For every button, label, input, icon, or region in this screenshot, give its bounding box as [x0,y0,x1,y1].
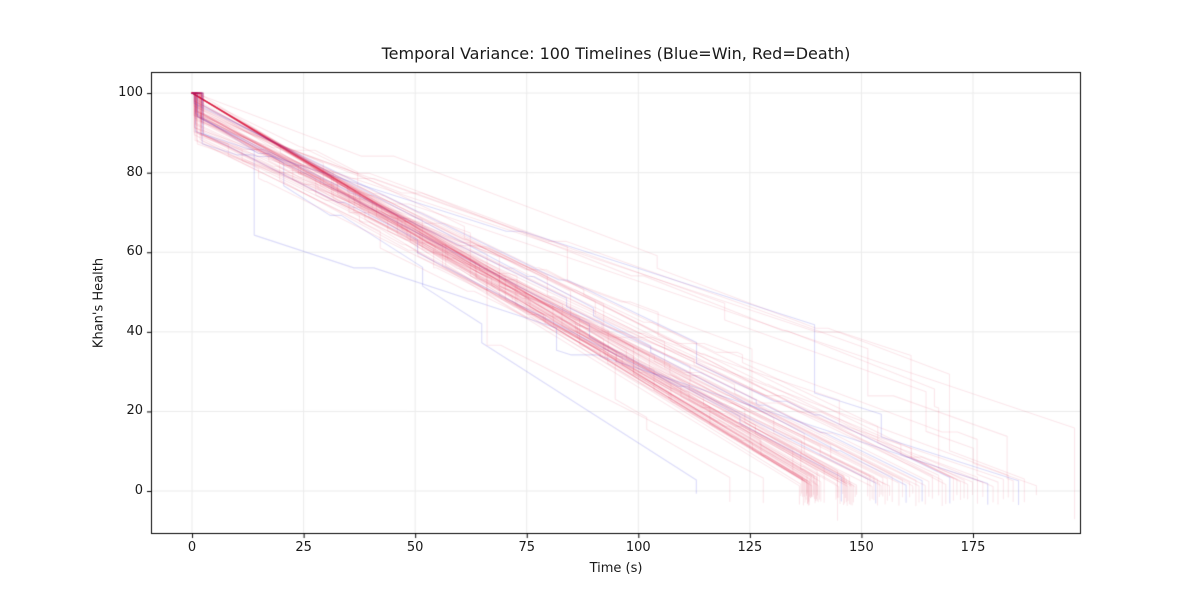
x-tick-label: 100 [625,540,651,555]
x-tick-label: 25 [295,540,312,555]
y-tick-label: 20 [126,403,143,419]
x-tick-label: 50 [406,540,424,555]
chart-title: Temporal Variance: 100 Timelines (Blue=W… [381,44,851,63]
x-tick-label: 150 [849,540,874,555]
x-axis-label: Time (s) [589,561,643,576]
y-tick-label: 40 [126,323,143,339]
y-tick-label: 60 [126,244,143,260]
y-tick-label: 100 [118,85,143,101]
x-tick-label: 175 [960,540,986,555]
x-tick-label: 0 [187,540,197,555]
y-tick-label: 0 [134,483,143,499]
y-tick-label: 80 [126,164,143,180]
x-tick-label: 75 [518,540,535,555]
x-tick-label: 125 [737,540,763,555]
